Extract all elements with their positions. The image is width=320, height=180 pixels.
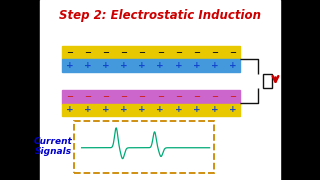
Text: −: −: [229, 92, 236, 101]
Text: +: +: [102, 61, 109, 70]
Text: −: −: [193, 92, 200, 101]
Text: −: −: [139, 48, 146, 57]
Text: −: −: [66, 48, 73, 57]
Bar: [62, 46, 240, 59]
Text: −: −: [120, 48, 127, 57]
Text: +: +: [193, 61, 200, 70]
Text: −: −: [120, 92, 127, 101]
Text: −: −: [66, 92, 73, 101]
Text: +: +: [120, 61, 128, 70]
Text: +: +: [229, 105, 237, 114]
Text: −: −: [102, 92, 109, 101]
Text: −: −: [211, 92, 218, 101]
Text: −: −: [229, 48, 236, 57]
Text: +: +: [156, 105, 164, 114]
Text: +: +: [66, 105, 73, 114]
Text: −: −: [175, 48, 182, 57]
Text: −: −: [211, 48, 218, 57]
Text: +: +: [120, 105, 128, 114]
Text: −: −: [139, 92, 146, 101]
Text: +: +: [211, 61, 219, 70]
Text: +: +: [193, 105, 200, 114]
Text: +: +: [211, 105, 219, 114]
Text: −: −: [193, 48, 200, 57]
Text: −: −: [84, 92, 91, 101]
Text: +: +: [138, 105, 146, 114]
Bar: [62, 59, 240, 72]
Text: +: +: [66, 61, 73, 70]
Text: −: −: [84, 48, 91, 57]
Bar: [263, 74, 272, 88]
Text: Current
Signals: Current Signals: [33, 137, 72, 156]
Bar: [62, 90, 240, 104]
Text: −: −: [102, 48, 109, 57]
Bar: [62, 103, 240, 116]
Text: +: +: [175, 61, 182, 70]
Bar: [40, 0, 280, 180]
Text: +: +: [229, 61, 237, 70]
Text: +: +: [175, 105, 182, 114]
Text: +: +: [138, 61, 146, 70]
Text: +: +: [156, 61, 164, 70]
Text: Step 2: Electrostatic Induction: Step 2: Electrostatic Induction: [59, 9, 261, 22]
Text: −: −: [157, 92, 164, 101]
Text: +: +: [84, 105, 92, 114]
Bar: [74, 121, 214, 173]
Text: +: +: [102, 105, 109, 114]
Text: −: −: [157, 48, 164, 57]
Text: +: +: [84, 61, 92, 70]
Text: −: −: [175, 92, 182, 101]
